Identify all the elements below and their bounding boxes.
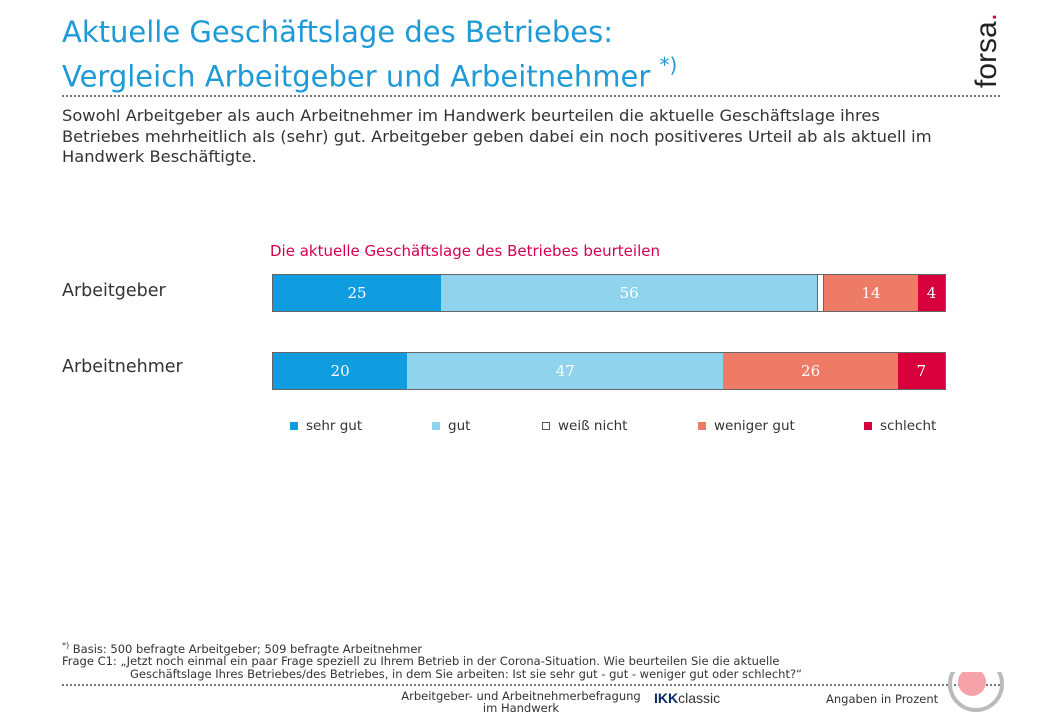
bar-segment-sehr-gut: 20: [273, 353, 408, 389]
footnote-basis-line: *) Basis: 500 befragte Arbeitgeber; 509 …: [62, 640, 802, 655]
ikk-suffix: classic: [678, 690, 721, 706]
forsa-logo-word: forsa: [970, 21, 1003, 88]
bar-arbeitgeber: 25 56 14 4: [272, 274, 946, 312]
legend-swatch: [542, 422, 550, 430]
bar-value-label: 56: [619, 284, 639, 302]
bar-value-label: 20: [330, 362, 350, 380]
legend-swatch: [864, 422, 872, 430]
bar-value-label: 4: [926, 284, 937, 302]
legend-label: schlecht: [880, 418, 937, 434]
legend-item: schlecht: [864, 418, 936, 434]
bar-segment-gut: 56: [441, 275, 818, 311]
bar-value-label: 26: [801, 362, 821, 380]
header-divider: [62, 95, 1000, 97]
bar-value-label: 47: [555, 362, 575, 380]
survey-name: Arbeitgeber- und Arbeitnehmerbefragung i…: [390, 690, 652, 714]
footnote: *) Basis: 500 befragte Arbeitgeber; 509 …: [62, 640, 802, 680]
legend-label: weniger gut: [714, 418, 795, 434]
legend-swatch: [698, 422, 706, 430]
footnote-basis: Basis: 500 befragte Arbeitgeber; 509 bef…: [69, 641, 423, 656]
bar-segment-weniger-gut: 26: [723, 353, 898, 389]
legend-item: weniger gut: [698, 418, 795, 434]
row-label-arbeitnehmer: Arbeitnehmer: [62, 357, 183, 377]
title-footnote-marker: *): [659, 53, 678, 77]
survey-name-line-1: Arbeitgeber- und Arbeitnehmerbefragung: [401, 689, 641, 703]
footnote-question-2: Geschäftslage Ihres Betriebes/des Betrie…: [130, 666, 803, 681]
chart-title: Die aktuelle Geschäftslage des Betriebes…: [270, 242, 660, 260]
footnote-marker: *): [62, 641, 70, 650]
legend-label: sehr gut: [306, 418, 363, 434]
bar-segment-weniger-gut: 14: [824, 275, 919, 311]
row-label-arbeitgeber: Arbeitgeber: [62, 281, 166, 301]
footnote-question-1: Frage C1: „Jetzt noch einmal ein paar Fr…: [62, 654, 780, 669]
legend-item: gut: [432, 418, 470, 434]
bar-segment-gut: 47: [407, 353, 724, 389]
unit-note: Angaben in Prozent: [826, 692, 939, 706]
decorative-circles-icon: [946, 664, 1006, 712]
legend-swatch: [432, 422, 440, 430]
title-line-2-text: Vergleich Arbeitgeber und Arbeitnehmer: [62, 59, 651, 94]
ikk-brand: IKK: [654, 690, 679, 706]
forsa-logo: forsa.: [970, 13, 1003, 88]
legend-label: gut: [448, 418, 471, 434]
bar-segment-schlecht: 4: [918, 275, 945, 311]
bar-segment-schlecht: 7: [897, 353, 945, 389]
page-title: Aktuelle Geschäftslage des Betriebes: Ve…: [62, 14, 677, 96]
forsa-logo-dot: .: [970, 13, 1003, 21]
legend-item: weiß nicht: [542, 418, 627, 434]
bar-segment-weiss-nicht: [817, 275, 825, 311]
legend-item: sehr gut: [290, 418, 362, 434]
forsa-logo-text: forsa.: [970, 13, 1003, 88]
title-line-1: Aktuelle Geschäftslage des Betriebes:: [62, 15, 614, 49]
legend-label: weiß nicht: [558, 418, 628, 434]
legend-swatch: [290, 422, 298, 430]
bar-value-label: 14: [861, 284, 881, 302]
bar-arbeitnehmer: 20 47 26 7: [272, 352, 946, 390]
title-line-2: Vergleich Arbeitgeber und Arbeitnehmer *…: [62, 51, 677, 96]
bar-segment-sehr-gut: 25: [273, 275, 441, 311]
bar-value-label: 7: [916, 362, 927, 380]
intro-text: Sowohl Arbeitgeber als auch Arbeitnehmer…: [62, 106, 932, 166]
bar-value-label: 25: [347, 284, 367, 302]
survey-name-line-2: im Handwerk: [482, 701, 560, 715]
footer-divider: [62, 684, 1000, 686]
ikk-classic-logo: IKKclassic: [654, 690, 720, 706]
